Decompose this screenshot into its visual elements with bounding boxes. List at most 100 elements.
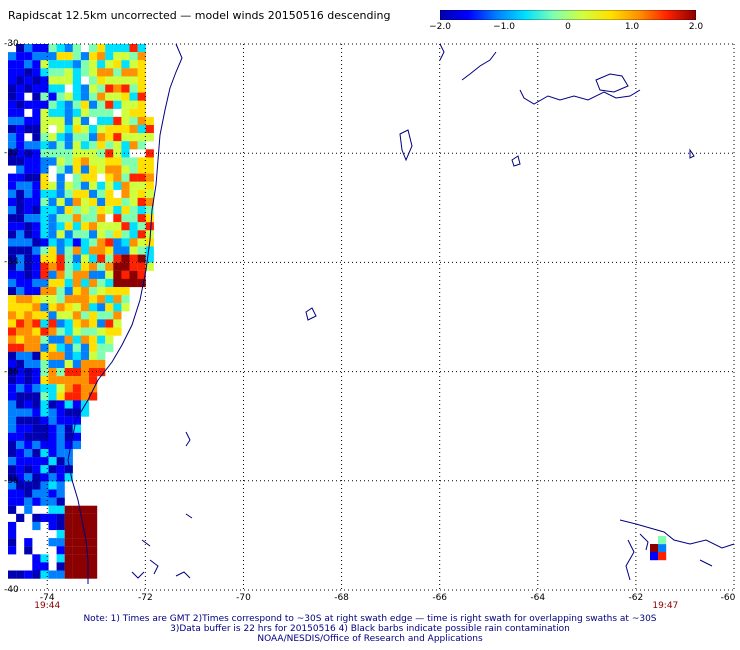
wind-cell bbox=[16, 116, 25, 126]
wind-cell bbox=[24, 416, 33, 425]
wind-cell bbox=[24, 335, 33, 344]
wind-cell bbox=[8, 133, 17, 142]
wind-cell bbox=[24, 278, 33, 288]
wind-cell bbox=[80, 513, 90, 522]
wind-cell bbox=[40, 473, 49, 482]
wind-cell bbox=[40, 392, 49, 401]
wind-cell bbox=[8, 546, 17, 555]
wind-cell bbox=[121, 100, 130, 109]
wind-cell bbox=[32, 92, 41, 101]
wind-cell bbox=[40, 384, 49, 393]
wind-cell bbox=[48, 359, 57, 369]
wind-cell bbox=[24, 449, 33, 458]
wind-cell bbox=[32, 165, 41, 174]
wind-cell bbox=[89, 92, 98, 101]
wind-cell bbox=[40, 440, 49, 450]
wind-cell bbox=[8, 206, 17, 215]
wind-cell bbox=[89, 319, 98, 328]
wind-cell bbox=[48, 513, 57, 522]
coastline-segment bbox=[399, 129, 413, 162]
wind-cell bbox=[56, 359, 65, 369]
wind-cell bbox=[121, 254, 130, 263]
wind-cell bbox=[64, 116, 73, 126]
wind-cell bbox=[89, 60, 98, 69]
wind-cell bbox=[80, 125, 90, 134]
wind-cell bbox=[121, 246, 130, 255]
wind-cell bbox=[72, 440, 81, 450]
wind-cell bbox=[97, 343, 106, 352]
wind-cell bbox=[72, 116, 81, 126]
wind-cell bbox=[56, 197, 65, 207]
wind-cell bbox=[64, 432, 73, 441]
wind-cell bbox=[40, 295, 49, 304]
wind-cell bbox=[32, 76, 41, 85]
wind-cell bbox=[64, 473, 73, 482]
wind-cell bbox=[64, 206, 73, 215]
wind-cell bbox=[40, 125, 49, 134]
wind-cell bbox=[24, 287, 33, 296]
colorbar bbox=[440, 10, 696, 20]
wind-cell bbox=[48, 408, 57, 417]
wind-cell bbox=[24, 214, 33, 223]
wind-cell bbox=[113, 100, 122, 109]
wind-cell bbox=[16, 173, 25, 182]
wind-cell bbox=[129, 278, 138, 288]
wind-cell bbox=[105, 246, 114, 255]
wind-cell bbox=[32, 513, 41, 522]
wind-cell bbox=[32, 457, 41, 466]
wind-cell bbox=[97, 125, 106, 134]
wind-cell bbox=[48, 270, 57, 279]
wind-cell bbox=[137, 108, 146, 117]
wind-cell bbox=[56, 432, 65, 441]
wind-cell bbox=[97, 133, 106, 142]
wind-cell bbox=[48, 76, 57, 85]
wind-cell bbox=[129, 60, 138, 69]
wind-cell bbox=[72, 400, 81, 409]
wind-cell bbox=[80, 311, 90, 320]
wind-cell bbox=[121, 173, 130, 182]
wind-cell bbox=[72, 222, 81, 231]
wind-cell bbox=[145, 246, 154, 255]
wind-cell bbox=[105, 116, 114, 126]
wind-cell bbox=[16, 400, 25, 409]
coastline-segment bbox=[131, 571, 145, 579]
wind-cell bbox=[105, 108, 114, 117]
wind-cell bbox=[72, 181, 81, 190]
wind-cell bbox=[40, 513, 49, 522]
wind-cell bbox=[72, 554, 81, 563]
wind-cell bbox=[48, 157, 57, 166]
wind-cell bbox=[105, 270, 114, 279]
wind-cell bbox=[56, 92, 65, 101]
wind-cell bbox=[16, 497, 25, 506]
wind-cell bbox=[48, 230, 57, 239]
coastline-segment bbox=[185, 513, 193, 519]
wind-cell bbox=[24, 262, 33, 271]
wind-cell bbox=[72, 197, 81, 207]
wind-cell bbox=[72, 173, 81, 182]
wind-cell bbox=[16, 481, 25, 490]
wind-cell bbox=[32, 270, 41, 279]
wind-cell bbox=[129, 197, 138, 207]
wind-cell bbox=[16, 376, 25, 385]
wind-cell bbox=[129, 173, 138, 182]
wind-cell bbox=[24, 327, 33, 336]
wind-cell bbox=[113, 270, 122, 279]
wind-cell bbox=[8, 473, 17, 482]
wind-cell bbox=[80, 108, 90, 117]
wind-cell bbox=[48, 505, 57, 514]
coastline-segment bbox=[67, 43, 183, 584]
wind-cell bbox=[89, 359, 98, 369]
wind-cell bbox=[64, 530, 73, 539]
wind-cell bbox=[105, 92, 114, 101]
wind-cell bbox=[24, 481, 33, 490]
wind-cell bbox=[8, 92, 17, 101]
wind-cell bbox=[48, 238, 57, 247]
wind-cell bbox=[89, 149, 98, 158]
wind-cell bbox=[56, 100, 65, 109]
wind-cell bbox=[121, 92, 130, 101]
wind-cell bbox=[72, 206, 81, 215]
wind-cell bbox=[129, 222, 138, 231]
wind-cell bbox=[80, 351, 90, 360]
wind-cell bbox=[80, 287, 90, 296]
wind-cell bbox=[56, 513, 65, 522]
